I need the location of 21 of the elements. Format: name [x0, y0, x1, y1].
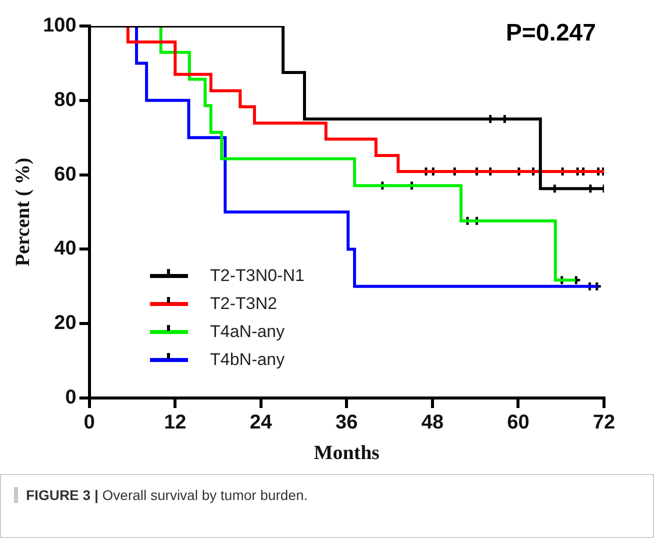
y-tick-label: 0	[65, 386, 76, 409]
y-tick-label: 20	[54, 312, 76, 334]
y-tick-label: 80	[54, 88, 76, 111]
x-tick-label: 60	[507, 412, 530, 434]
legend-label: T2-T3N2	[210, 294, 278, 314]
x-tick-label: 24	[250, 412, 273, 434]
x-tick-label: 0	[84, 412, 95, 434]
annotation: P=0.247	[506, 20, 596, 47]
caption: FIGURE 3 | Overall survival by tumor burden.	[14, 487, 648, 503]
y-axis-title: Percent ( %)	[12, 158, 34, 266]
y-tick-label: 40	[54, 238, 76, 260]
x-tick-label: 36	[336, 412, 358, 434]
x-tick-label: 12	[164, 412, 186, 434]
legend-label: T4aN-any	[210, 322, 285, 342]
legend-label: T4bN-any	[210, 350, 285, 370]
x-axis-title: Months	[314, 442, 380, 464]
x-tick-label: 72	[592, 412, 616, 434]
x-tick-label: 48	[421, 412, 444, 434]
y-tick-label: 60	[54, 163, 76, 186]
y-tick-label: 100	[42, 14, 76, 37]
legend-label: T2-T3N0-N1	[210, 266, 304, 286]
